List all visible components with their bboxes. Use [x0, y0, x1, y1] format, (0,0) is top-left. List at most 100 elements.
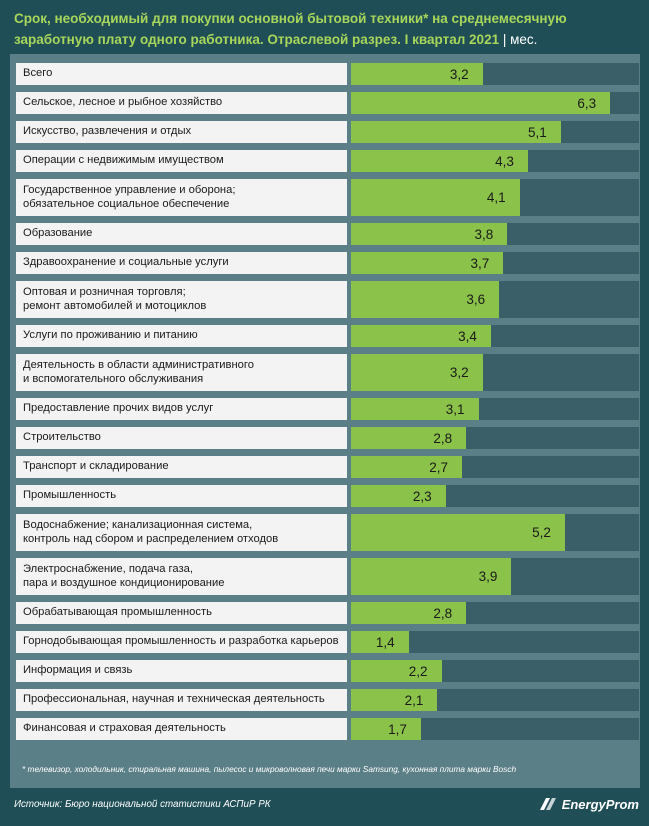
bar-row: Электроснабжение, подача газа, пара и во… — [10, 558, 640, 595]
bar — [351, 398, 479, 420]
category-label-box: Оптовая и розничная торговля; ремонт авт… — [16, 281, 347, 318]
unit-label: | мес. — [502, 32, 538, 47]
bar-value-label: 3,6 — [466, 292, 486, 307]
category-label: Водоснабжение; канализационная система, … — [23, 519, 279, 545]
bar — [351, 514, 565, 551]
category-label-box: Водоснабжение; канализационная система, … — [16, 514, 347, 551]
bar-value-label: 3,2 — [449, 365, 469, 380]
bar-row: Сельское, лесное и рыбное хозяйство 6,3 — [10, 92, 640, 114]
footnote: * телевизор, холодильник, стиральная маш… — [22, 764, 517, 774]
bar — [351, 223, 508, 245]
bar — [351, 485, 446, 507]
bar-value-label: 2,8 — [433, 605, 453, 621]
category-label: Здравоохранение и социальные услуги — [23, 256, 229, 269]
category-label: Искусство, развлечения и отдых — [23, 125, 192, 138]
category-label-box: Сельское, лесное и рыбное хозяйство — [16, 92, 347, 114]
chart-title-text: Срок, необходимый для покупки основной б… — [14, 11, 567, 47]
category-label-box: Электроснабжение, подача газа, пара и во… — [16, 558, 347, 595]
bar — [351, 427, 467, 449]
bar-value-label: 3,1 — [445, 401, 465, 417]
bar-row: Образование 3,8 — [10, 223, 640, 245]
bar — [351, 121, 561, 143]
bar-row: Водоснабжение; канализационная система, … — [10, 514, 640, 551]
category-label: Сельское, лесное и рыбное хозяйство — [23, 96, 223, 109]
category-label-box: Операции с недвижимым имуществом — [16, 150, 347, 172]
bar-row: Транспорт и складирование 2,7 — [10, 456, 640, 478]
bar-value-label: 6,3 — [577, 95, 597, 111]
chart-panel: Всего 3,2 Сельское, лесное и рыбное хозяйс… — [10, 54, 640, 788]
bar-row: Деятельность в области административного… — [10, 354, 640, 391]
bar-value-label: 1,4 — [375, 634, 395, 650]
bar-row: Операции с недвижимым имуществом 4,3 — [10, 150, 640, 172]
bar — [351, 252, 504, 274]
bar-value-label: 2,7 — [429, 459, 449, 475]
bar-value-label: 5,2 — [532, 525, 551, 540]
bar — [351, 660, 442, 682]
category-label: Обрабатывающая промышленность — [23, 606, 212, 619]
bar — [351, 63, 483, 85]
category-label: Услуги по проживанию и питанию — [23, 329, 198, 342]
category-label: Оптовая и розничная торговля; ремонт авт… — [23, 286, 207, 312]
bar-row: Услуги по проживанию и питанию 3,4 — [10, 325, 640, 347]
bar-value-label: 2,3 — [412, 488, 432, 504]
category-label-box: Предоставление прочих видов услуг — [16, 398, 347, 420]
bar — [351, 456, 463, 478]
category-label-box: Услуги по проживанию и питанию — [16, 325, 347, 347]
bar — [351, 602, 467, 624]
bar-row: Строительство 2,8 — [10, 427, 640, 449]
category-label-box: Финансовая и страховая деятельность — [16, 718, 347, 740]
bar-row: Предоставление прочих видов услуг 3,1 — [10, 398, 640, 420]
category-label-box: Всего — [16, 63, 347, 85]
bar — [351, 354, 483, 391]
bar-value-label: 3,4 — [458, 328, 477, 344]
category-label-box: Информация и связь — [16, 660, 347, 682]
category-label: Всего — [23, 67, 53, 80]
category-label: Деятельность в области административного… — [23, 359, 254, 385]
bar — [351, 689, 438, 711]
category-label: Финансовая и страховая деятельность — [23, 722, 226, 735]
bar-value-label: 3,2 — [449, 66, 469, 82]
bar-value-label: 5,1 — [528, 124, 547, 140]
category-label: Операции с недвижимым имуществом — [23, 154, 224, 167]
category-label-box: Обрабатывающая промышленность — [16, 602, 347, 624]
bar — [351, 92, 611, 114]
bar-row: Обрабатывающая промышленность 2,8 — [10, 602, 640, 624]
bar-row: Здравоохранение и социальные услуги 3,7 — [10, 252, 640, 274]
bar-row: Всего 3,2 — [10, 63, 640, 85]
category-label-box: Образование — [16, 223, 347, 245]
bar-row: Оптовая и розничная торговля; ремонт авт… — [10, 281, 640, 318]
bar-track — [351, 718, 639, 740]
bar — [351, 281, 500, 318]
bar-row: Государственное управление и оборона; об… — [10, 179, 640, 216]
logo: EnergyProm — [538, 796, 639, 812]
bar — [351, 179, 520, 216]
category-label-box: Транспорт и складирование — [16, 456, 347, 478]
category-label: Информация и связь — [23, 664, 133, 677]
bar-row: Информация и связь 2,2 — [10, 660, 640, 682]
category-label: Предоставление прочих видов услуг — [23, 402, 214, 415]
bar-track — [351, 631, 639, 653]
bar — [351, 718, 421, 740]
logo-icon — [539, 798, 556, 810]
bar-value-label: 1,7 — [388, 721, 407, 737]
chart-title: Срок, необходимый для покупки основной б… — [14, 8, 639, 50]
category-label: Горнодобывающая промышленность и разрабо… — [23, 635, 339, 648]
category-label: Промышленность — [23, 489, 117, 502]
category-label-box: Государственное управление и оборона; об… — [16, 179, 347, 216]
bar-value-label: 2,2 — [408, 663, 428, 679]
category-label-box: Искусство, развлечения и отдых — [16, 121, 347, 143]
bar-value-label: 3,9 — [478, 569, 498, 584]
bar-row: Финансовая и страховая деятельность 1,7 — [10, 718, 640, 740]
category-label-box: Здравоохранение и социальные услуги — [16, 252, 347, 274]
bar-row: Профессиональная, научная и техническая … — [10, 689, 640, 711]
category-label-box: Профессиональная, научная и техническая … — [16, 689, 347, 711]
source-text: Источник: Бюро национальной статистики А… — [14, 799, 271, 810]
bar-value-label: 3,8 — [474, 226, 494, 242]
bar-row: Искусство, развлечения и отдых 5,1 — [10, 121, 640, 143]
category-label-box: Промышленность — [16, 485, 347, 507]
bar-value-label: 2,1 — [404, 692, 424, 708]
logo-text: EnergyProm — [561, 796, 639, 812]
category-label: Транспорт и складирование — [23, 460, 169, 473]
bar-value-label: 3,7 — [470, 255, 490, 271]
category-label: Государственное управление и оборона; об… — [23, 184, 236, 210]
